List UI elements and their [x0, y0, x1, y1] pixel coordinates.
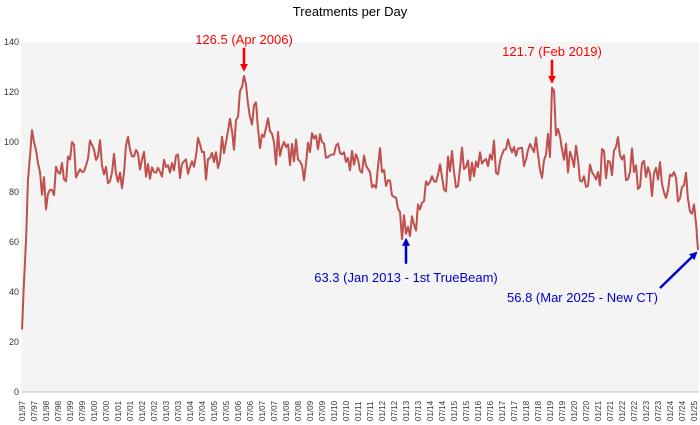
- x-tick-label: 07/20: [582, 400, 591, 421]
- x-tick-label: 01/19: [546, 400, 555, 421]
- x-tick-label: 01/01: [114, 400, 123, 421]
- x-tick-label: 07/99: [78, 400, 87, 421]
- annotation-label: 63.3 (Jan 2013 - 1st TrueBeam): [314, 270, 498, 285]
- x-tick-label: 07/21: [606, 400, 615, 421]
- x-tick-label: 07/98: [54, 400, 63, 421]
- x-tick-label: 01/23: [642, 400, 651, 421]
- x-tick-label: 07/16: [486, 400, 495, 421]
- y-tick-label: 80: [9, 187, 19, 197]
- x-axis: 01/97 07/97 01/98 07/98 01/99 07/99 01/00 07/00…: [18, 400, 699, 421]
- x-tick-label: 07/03: [174, 400, 183, 421]
- x-tick-label: 01/21: [594, 400, 603, 421]
- x-tick-label: 07/19: [558, 400, 567, 421]
- x-tick-label: 07/05: [222, 400, 231, 421]
- y-tick-label: 140: [4, 37, 19, 47]
- x-tick-label: 07/24: [678, 400, 687, 421]
- x-tick-label: 01/20: [570, 400, 579, 421]
- x-tick-label: 07/23: [654, 400, 663, 421]
- x-tick-label: 07/13: [414, 400, 423, 421]
- x-tick-label: 01/05: [210, 400, 219, 421]
- x-tick-label: 07/22: [630, 400, 639, 421]
- x-tick-label: 01/24: [666, 400, 675, 421]
- x-tick-label: 07/17: [510, 400, 519, 421]
- x-tick-label: 01/16: [474, 400, 483, 421]
- x-tick-label: 07/06: [246, 400, 255, 421]
- x-tick-label: 01/13: [402, 400, 411, 421]
- y-tick-label: 100: [4, 137, 19, 147]
- x-tick-label: 01/12: [378, 400, 387, 421]
- x-tick-label: 01/03: [162, 400, 171, 421]
- x-tick-label: 01/99: [66, 400, 75, 421]
- x-tick-label: 01/15: [450, 400, 459, 421]
- y-tick-label: 120: [4, 87, 19, 97]
- x-tick-label: 07/08: [294, 400, 303, 421]
- series-line: [21, 74, 699, 330]
- x-tick-label: 01/18: [522, 400, 531, 421]
- grid: [21, 42, 699, 393]
- x-tick-label: 01/04: [186, 400, 195, 421]
- x-tick-label: 07/10: [342, 400, 351, 421]
- x-tick-label: 07/12: [390, 400, 399, 421]
- y-tick-label: 20: [9, 337, 19, 347]
- annotation-label: 121.7 (Feb 2019): [502, 44, 602, 59]
- annotation-label: 56.8 (Mar 2025 - New CT): [507, 290, 658, 305]
- x-tick-label: 01/06: [234, 400, 243, 421]
- y-tick-label: 0: [14, 387, 19, 397]
- x-tick-label: 01/00: [90, 400, 99, 421]
- x-tick-label: 07/09: [318, 400, 327, 421]
- x-tick-label: 07/14: [438, 400, 447, 421]
- x-tick-label: 01/98: [42, 400, 51, 421]
- x-tick-label: 01/14: [426, 400, 435, 421]
- x-tick-label: 01/09: [306, 400, 315, 421]
- x-tick-label: 01/10: [330, 400, 339, 421]
- x-tick-label: 07/15: [462, 400, 471, 421]
- x-tick-label: 07/97: [30, 400, 39, 421]
- x-tick-label: 01/07: [258, 400, 267, 421]
- x-tick-label: 07/01: [126, 400, 135, 421]
- x-tick-label: 01/08: [282, 400, 291, 421]
- x-tick-label: 01/02: [138, 400, 147, 421]
- x-tick-label: 07/02: [150, 400, 159, 421]
- annotation-label: 126.5 (Apr 2006): [195, 32, 293, 47]
- x-tick-label: 01/97: [18, 400, 27, 421]
- annotation-arrow: [659, 251, 698, 289]
- x-tick-label: 07/07: [270, 400, 279, 421]
- x-tick-label: 01/22: [618, 400, 627, 421]
- x-tick-label: 07/18: [534, 400, 543, 421]
- x-tick-label: 07/04: [198, 400, 207, 421]
- x-tick-label: 01/25: [690, 400, 699, 421]
- series-layer: [21, 74, 699, 330]
- annotations-layer: 126.5 (Apr 2006) 121.7 (Feb 2019) 63.3 (Ja…: [195, 32, 698, 305]
- y-axis: 0 20 40 60 80 100 120 140: [4, 37, 19, 397]
- y-tick-label: 60: [9, 237, 19, 247]
- x-tick-label: 01/17: [498, 400, 507, 421]
- chart-title: Treatments per Day: [293, 4, 408, 19]
- x-tick-label: 07/11: [366, 401, 375, 421]
- x-tick-label: 07/00: [102, 400, 111, 421]
- y-tick-label: 40: [9, 287, 19, 297]
- x-tick-label: 01/11: [354, 401, 363, 421]
